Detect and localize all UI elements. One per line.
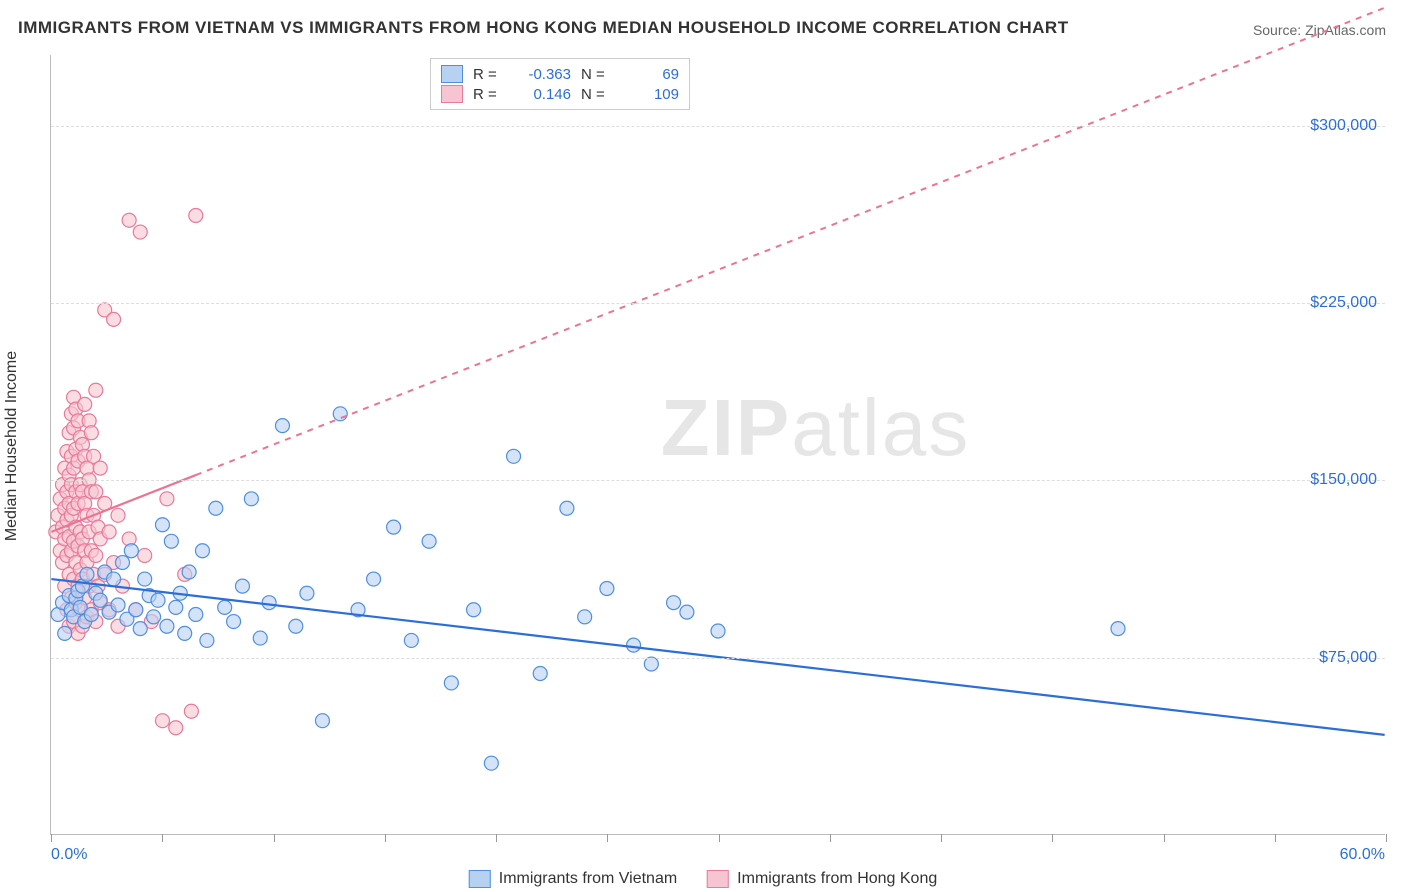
y-tick-label: $225,000 bbox=[1310, 294, 1377, 312]
legend-item-hongkong: Immigrants from Hong Kong bbox=[707, 870, 937, 888]
r-value-vietnam: -0.363 bbox=[511, 66, 571, 83]
correlation-legend: R = -0.363 N = 69 R = 0.146 N = 109 bbox=[430, 58, 690, 110]
r-value-hongkong: 0.146 bbox=[511, 86, 571, 103]
r-label: R = bbox=[473, 86, 501, 103]
x-axis-max-label: 60.0% bbox=[1340, 846, 1385, 864]
swatch-hongkong-icon bbox=[441, 85, 463, 103]
swatch-vietnam-icon bbox=[469, 870, 491, 888]
scatter-plot bbox=[51, 55, 1385, 834]
y-axis-title: Median Household Income bbox=[3, 351, 21, 541]
r-label: R = bbox=[473, 66, 501, 83]
y-tick-label: $150,000 bbox=[1310, 471, 1377, 489]
plot-area: $75,000$150,000$225,000$300,0000.0%60.0% bbox=[50, 55, 1385, 835]
n-value-hongkong: 109 bbox=[619, 86, 679, 103]
swatch-vietnam-icon bbox=[441, 65, 463, 83]
legend-item-vietnam: Immigrants from Vietnam bbox=[469, 870, 677, 888]
legend-label-hongkong: Immigrants from Hong Kong bbox=[737, 870, 937, 888]
legend-label-vietnam: Immigrants from Vietnam bbox=[499, 870, 677, 888]
n-label: N = bbox=[581, 66, 609, 83]
legend-row-hongkong: R = 0.146 N = 109 bbox=[441, 85, 679, 103]
n-value-vietnam: 69 bbox=[619, 66, 679, 83]
series-legend: Immigrants from Vietnam Immigrants from … bbox=[469, 870, 938, 888]
chart-title: IMMIGRANTS FROM VIETNAM VS IMMIGRANTS FR… bbox=[18, 18, 1069, 38]
y-tick-label: $300,000 bbox=[1310, 117, 1377, 135]
n-label: N = bbox=[581, 86, 609, 103]
legend-row-vietnam: R = -0.363 N = 69 bbox=[441, 65, 679, 83]
source-label: Source: ZipAtlas.com bbox=[1253, 22, 1386, 38]
x-axis-min-label: 0.0% bbox=[51, 846, 87, 864]
y-tick-label: $75,000 bbox=[1319, 649, 1377, 667]
swatch-hongkong-icon bbox=[707, 870, 729, 888]
